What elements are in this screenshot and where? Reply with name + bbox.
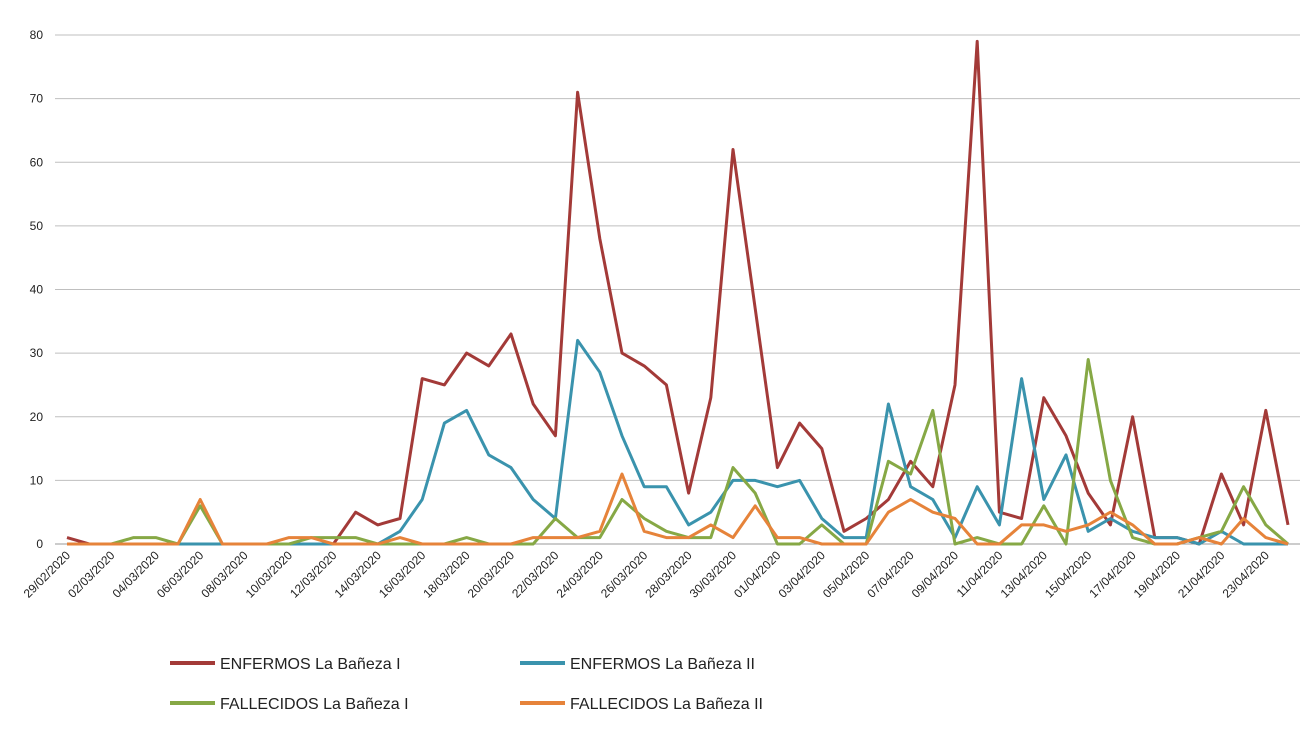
- x-tick-label: 10/03/2020: [243, 548, 296, 601]
- x-tick-label: 03/04/2020: [776, 548, 829, 601]
- legend-label: ENFERMOS La Bañeza I: [220, 656, 401, 673]
- x-tick-label: 26/03/2020: [598, 548, 651, 601]
- x-tick-label: 04/03/2020: [110, 548, 163, 601]
- x-tick-label: 29/02/2020: [21, 548, 74, 601]
- y-tick-label: 80: [30, 28, 44, 42]
- series-line: [66, 39, 1290, 546]
- y-tick-label: 60: [30, 155, 44, 169]
- x-tick-label: 02/03/2020: [65, 548, 118, 601]
- x-tick-label: 21/04/2020: [1175, 548, 1228, 601]
- y-tick-label: 50: [30, 219, 44, 233]
- legend-label: FALLECIDOS La Bañeza II: [570, 696, 763, 713]
- x-tick-label: 07/04/2020: [864, 548, 917, 601]
- x-tick-label: 15/04/2020: [1042, 548, 1095, 601]
- legend-label: FALLECIDOS La Bañeza I: [220, 696, 409, 713]
- x-tick-label: 01/04/2020: [731, 548, 784, 601]
- x-tick-label: 30/03/2020: [687, 548, 740, 601]
- x-tick-label: 19/04/2020: [1131, 548, 1184, 601]
- x-tick-label: 09/04/2020: [909, 548, 962, 601]
- x-tick-label: 14/03/2020: [332, 548, 385, 601]
- x-tick-label: 08/03/2020: [198, 548, 251, 601]
- y-tick-label: 70: [30, 92, 44, 106]
- series-line: [67, 472, 1289, 546]
- x-tick-label: 20/03/2020: [465, 548, 518, 601]
- x-tick-label: 05/04/2020: [820, 548, 873, 601]
- x-tick-label: 17/04/2020: [1086, 548, 1139, 601]
- y-tick-label: 0: [36, 537, 43, 551]
- legend-label: ENFERMOS La Bañeza II: [570, 656, 755, 673]
- x-tick-label: 18/03/2020: [420, 548, 473, 601]
- y-tick-label: 10: [30, 473, 44, 487]
- x-tick-label: 23/04/2020: [1220, 548, 1273, 601]
- y-tick-label: 30: [30, 346, 44, 360]
- x-tick-label: 06/03/2020: [154, 548, 207, 601]
- x-tick-label: 12/03/2020: [287, 548, 340, 601]
- y-tick-label: 20: [30, 410, 44, 424]
- x-tick-label: 16/03/2020: [376, 548, 429, 601]
- y-tick-label: 40: [30, 283, 44, 297]
- x-tick-label: 24/03/2020: [554, 548, 607, 601]
- x-tick-label: 13/04/2020: [998, 548, 1051, 601]
- x-tick-label: 28/03/2020: [642, 548, 695, 601]
- x-tick-label: 22/03/2020: [509, 548, 562, 601]
